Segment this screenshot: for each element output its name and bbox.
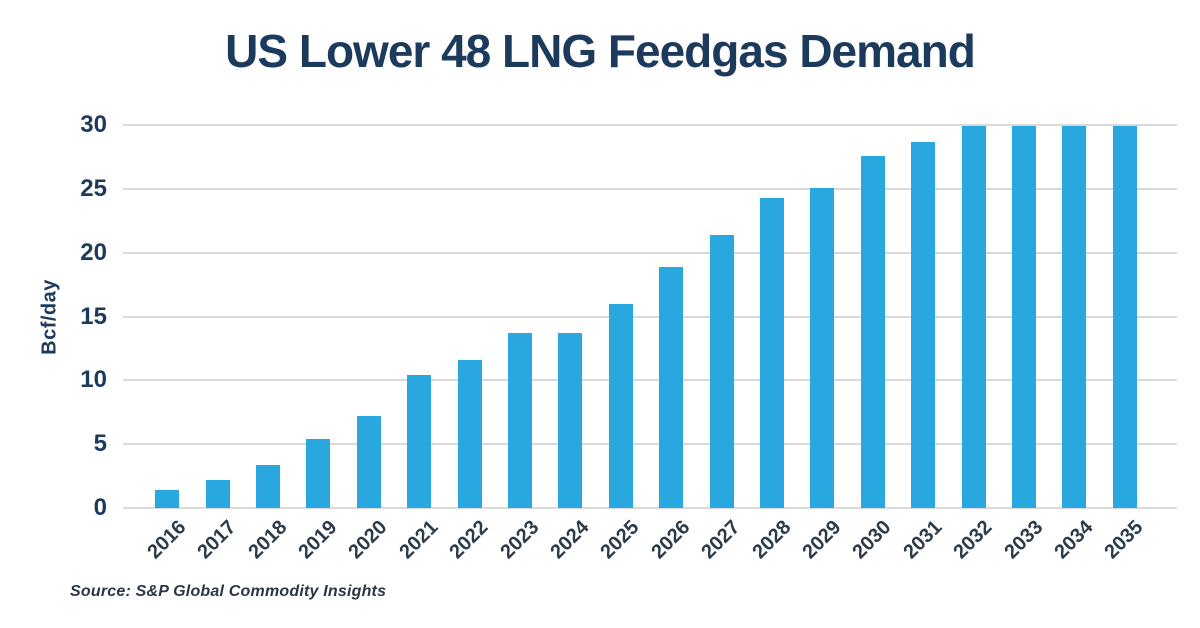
y-tick-label-10: 10 xyxy=(80,366,107,394)
bar-2029 xyxy=(810,187,835,508)
x-tick-label-2017: 2017 xyxy=(193,516,241,564)
bar-2035 xyxy=(1112,126,1137,508)
x-tick-label-2035: 2035 xyxy=(1100,516,1148,564)
x-tick-label-2034: 2034 xyxy=(1050,516,1098,564)
bar-2020 xyxy=(356,416,381,508)
x-tick-label-2031: 2031 xyxy=(899,516,947,564)
x-tick-label-2032: 2032 xyxy=(949,516,997,564)
gridline-5 xyxy=(123,443,1177,446)
y-tick-label-5: 5 xyxy=(93,430,107,458)
gridline-15 xyxy=(123,315,1177,318)
y-tick-label-0: 0 xyxy=(93,494,107,521)
x-tick-label-2023: 2023 xyxy=(495,516,543,564)
bar-2016 xyxy=(155,490,180,508)
bar-2017 xyxy=(205,479,230,508)
x-tick-label-2024: 2024 xyxy=(546,516,594,564)
x-tick-label-2025: 2025 xyxy=(596,516,644,564)
bar-2026 xyxy=(659,266,684,508)
bar-2030 xyxy=(860,155,885,508)
source-note: Source: S&P Global Commodity Insights xyxy=(70,583,387,600)
x-tick-label-2027: 2027 xyxy=(697,516,745,564)
x-tick-label-2033: 2033 xyxy=(999,516,1047,564)
x-tick-label-2030: 2030 xyxy=(848,516,896,564)
y-tick-label-25: 25 xyxy=(80,174,107,202)
x-tick-label-2022: 2022 xyxy=(445,516,493,564)
bar-2019 xyxy=(306,439,331,508)
bar-2022 xyxy=(457,359,482,508)
x-tick-label-2020: 2020 xyxy=(344,516,392,564)
bar-2033 xyxy=(1012,126,1036,508)
gridline-10 xyxy=(123,379,1177,382)
bar-2021 xyxy=(407,375,432,508)
x-tick-label-2019: 2019 xyxy=(294,516,342,564)
bar-2028 xyxy=(760,197,784,508)
bar-2024 xyxy=(558,333,583,508)
gridline-25 xyxy=(123,187,1177,190)
gridline-20 xyxy=(123,251,1177,254)
bar-2027 xyxy=(709,234,734,508)
x-tick-label-2028: 2028 xyxy=(747,516,795,564)
x-tick-label-2018: 2018 xyxy=(243,516,291,564)
y-tick-label-30: 30 xyxy=(80,111,107,138)
bar-2032 xyxy=(961,126,986,508)
x-tick-label-2026: 2026 xyxy=(647,516,695,564)
x-tick-label-2016: 2016 xyxy=(143,516,191,564)
bar-2023 xyxy=(508,333,532,508)
bar-2025 xyxy=(608,303,633,508)
x-tick-label-2029: 2029 xyxy=(798,516,846,564)
x-tick-label-2021: 2021 xyxy=(395,516,443,564)
chart-title: US Lower 48 LNG Feedgas Demand xyxy=(225,25,976,77)
y-tick-label-15: 15 xyxy=(80,302,107,330)
bar-2034 xyxy=(1062,126,1087,508)
gridline-30 xyxy=(123,124,1177,126)
y-tick-label-20: 20 xyxy=(80,238,107,266)
bar-2031 xyxy=(911,141,936,508)
bar-2018 xyxy=(256,464,280,508)
gridline-0 xyxy=(123,507,1177,509)
